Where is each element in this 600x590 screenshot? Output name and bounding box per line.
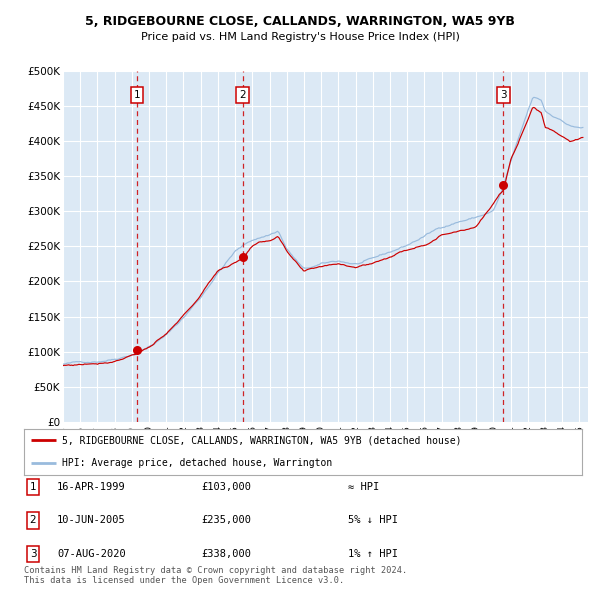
Text: 3: 3 xyxy=(29,549,37,559)
Text: 5, RIDGEBOURNE CLOSE, CALLANDS, WARRINGTON, WA5 9YB (detached house): 5, RIDGEBOURNE CLOSE, CALLANDS, WARRINGT… xyxy=(62,435,461,445)
Text: 2: 2 xyxy=(239,90,246,100)
Text: £235,000: £235,000 xyxy=(201,516,251,525)
Text: 3: 3 xyxy=(500,90,507,100)
Text: 2: 2 xyxy=(29,516,37,525)
Text: 1: 1 xyxy=(134,90,140,100)
Text: £338,000: £338,000 xyxy=(201,549,251,559)
Text: 16-APR-1999: 16-APR-1999 xyxy=(57,482,126,491)
Text: 1% ↑ HPI: 1% ↑ HPI xyxy=(348,549,398,559)
Text: 1: 1 xyxy=(29,482,37,491)
Text: HPI: Average price, detached house, Warrington: HPI: Average price, detached house, Warr… xyxy=(62,457,332,467)
Text: Price paid vs. HM Land Registry's House Price Index (HPI): Price paid vs. HM Land Registry's House … xyxy=(140,32,460,42)
Text: 10-JUN-2005: 10-JUN-2005 xyxy=(57,516,126,525)
Text: 5% ↓ HPI: 5% ↓ HPI xyxy=(348,516,398,525)
Text: ≈ HPI: ≈ HPI xyxy=(348,482,379,491)
Text: 07-AUG-2020: 07-AUG-2020 xyxy=(57,549,126,559)
Text: Contains HM Land Registry data © Crown copyright and database right 2024.
This d: Contains HM Land Registry data © Crown c… xyxy=(24,566,407,585)
Text: £103,000: £103,000 xyxy=(201,482,251,491)
Text: 5, RIDGEBOURNE CLOSE, CALLANDS, WARRINGTON, WA5 9YB: 5, RIDGEBOURNE CLOSE, CALLANDS, WARRINGT… xyxy=(85,15,515,28)
